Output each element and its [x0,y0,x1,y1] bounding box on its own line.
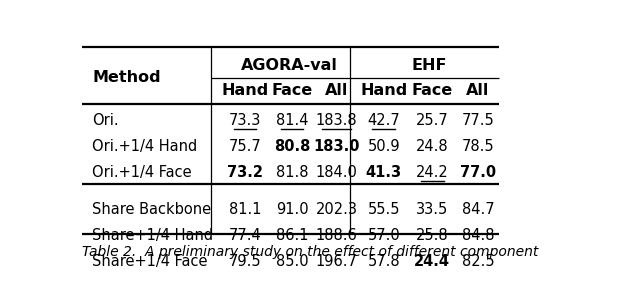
Text: Share Backbone: Share Backbone [92,202,212,217]
Text: 81.8: 81.8 [276,165,308,180]
Text: Face: Face [271,82,313,98]
Text: 24.8: 24.8 [416,139,449,154]
Text: 55.5: 55.5 [367,202,400,217]
Text: Hand: Hand [221,82,269,98]
Text: All: All [325,82,348,98]
Text: Face: Face [412,82,452,98]
Text: Table 2.  A preliminary study on the effect of different component: Table 2. A preliminary study on the effe… [83,245,539,259]
Text: 42.7: 42.7 [367,113,400,128]
Text: Hand: Hand [360,82,408,98]
Text: 183.8: 183.8 [316,113,358,128]
Text: 77.5: 77.5 [461,113,495,128]
Text: 77.4: 77.4 [228,228,261,243]
Text: Ori.+1/4 Hand: Ori.+1/4 Hand [92,139,198,154]
Text: 57.0: 57.0 [367,228,400,243]
Text: Ori.: Ori. [92,113,119,128]
Text: 33.5: 33.5 [416,202,448,217]
Text: 73.3: 73.3 [228,113,261,128]
Text: 84.8: 84.8 [462,228,494,243]
Text: 86.1: 86.1 [276,228,308,243]
Text: 184.0: 184.0 [316,165,358,180]
Text: 91.0: 91.0 [276,202,308,217]
Text: 57.8: 57.8 [367,254,400,269]
Text: 82.5: 82.5 [461,254,494,269]
Text: 183.0: 183.0 [314,139,360,154]
Text: 50.9: 50.9 [367,139,400,154]
Text: 75.7: 75.7 [228,139,261,154]
Text: Share+1/4 Face: Share+1/4 Face [92,254,208,269]
Text: 24.4: 24.4 [414,254,450,269]
Text: 196.7: 196.7 [316,254,358,269]
Text: EHF: EHF [412,58,447,73]
Text: AGORA-val: AGORA-val [241,58,338,73]
Text: 81.1: 81.1 [228,202,261,217]
Text: 77.0: 77.0 [460,165,496,180]
Text: 79.5: 79.5 [228,254,261,269]
Text: 25.7: 25.7 [416,113,449,128]
Text: 78.5: 78.5 [461,139,494,154]
Text: Method: Method [92,70,161,85]
Text: All: All [467,82,490,98]
Text: 85.0: 85.0 [276,254,308,269]
Text: Ori.+1/4 Face: Ori.+1/4 Face [92,165,192,180]
Text: 24.2: 24.2 [416,165,449,180]
Text: 84.7: 84.7 [461,202,494,217]
Text: Share+1/4 Hand: Share+1/4 Hand [92,228,214,243]
Text: 80.8: 80.8 [274,139,310,154]
Text: 73.2: 73.2 [227,165,263,180]
Text: 188.6: 188.6 [316,228,358,243]
Text: 81.4: 81.4 [276,113,308,128]
Text: 41.3: 41.3 [365,165,402,180]
Text: 25.8: 25.8 [416,228,449,243]
Text: 202.3: 202.3 [316,202,358,217]
